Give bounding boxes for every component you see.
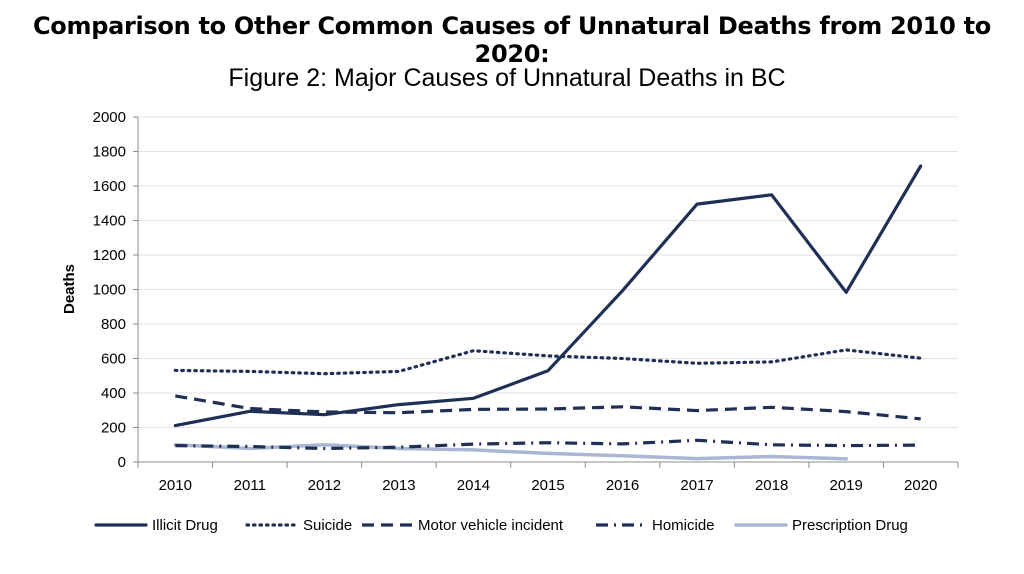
series-line-illicit-drug bbox=[173, 164, 923, 428]
x-tick-label: 2013 bbox=[382, 477, 415, 494]
y-tick-label: 1800 bbox=[93, 144, 126, 161]
legend-label-homicide: Homicide bbox=[652, 517, 715, 534]
x-tick-label: 2019 bbox=[829, 477, 862, 494]
x-tick-label: 2014 bbox=[457, 477, 490, 494]
x-tick-label: 2015 bbox=[531, 477, 564, 494]
legend-label-motor-vehicle-incident: Motor vehicle incident bbox=[418, 517, 564, 534]
y-tick-label: 800 bbox=[101, 316, 126, 333]
legend-label-illicit-drug: Illicit Drug bbox=[152, 517, 218, 534]
x-tick-label: 2011 bbox=[234, 477, 266, 494]
y-tick-label: 1400 bbox=[93, 213, 126, 230]
y-tick-label: 200 bbox=[101, 420, 126, 437]
legend: Illicit Drug Suicide Motor vehicle inciden… bbox=[94, 517, 908, 534]
page-heading: Comparison to Other Common Causes of Unn… bbox=[32, 12, 991, 68]
y-axis-label: Deaths bbox=[61, 264, 78, 314]
grid-lines bbox=[138, 116, 958, 428]
axes: 0 200 400 600 800 1000 1200 1400 1600 1800 2000 201… bbox=[93, 109, 959, 494]
x-tick-label: 2017 bbox=[680, 477, 713, 494]
x-tick-label: 2020 bbox=[904, 477, 937, 494]
series-line-motor-vehicle-incident bbox=[175, 394, 921, 421]
x-tick-label: 2018 bbox=[755, 477, 788, 494]
series-line-suicide bbox=[173, 348, 923, 376]
y-tick-label: 1200 bbox=[93, 247, 126, 264]
y-tick-label: 400 bbox=[101, 385, 126, 402]
y-tick-label: 0 bbox=[118, 454, 126, 471]
x-tick-label: 2010 bbox=[159, 477, 192, 494]
series-lines bbox=[173, 164, 923, 461]
x-tick-label: 2016 bbox=[606, 477, 639, 494]
y-tick-label: 1000 bbox=[93, 282, 126, 299]
series-line-homicide bbox=[175, 438, 921, 451]
y-tick-label: 2000 bbox=[93, 109, 126, 126]
chart-title: Figure 2: Major Causes of Unnatural Deat… bbox=[228, 64, 785, 92]
legend-label-suicide: Suicide bbox=[303, 517, 352, 534]
x-tick-label: 2012 bbox=[308, 477, 341, 494]
legend-label-prescription-drug: Prescription Drug bbox=[792, 517, 908, 534]
y-tick-label: 1600 bbox=[93, 178, 126, 195]
series-line-prescription-drug bbox=[173, 443, 848, 461]
y-tick-label: 600 bbox=[101, 351, 126, 368]
